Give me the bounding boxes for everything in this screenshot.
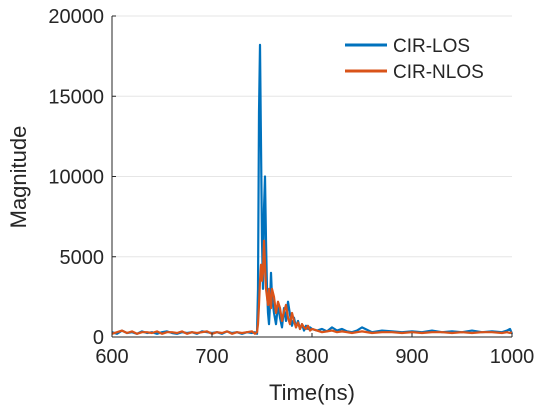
x-tick-label: 800 <box>295 346 328 368</box>
x-tick-label: 600 <box>95 346 128 368</box>
legend: CIR-LOS CIR-NLOS <box>345 36 484 83</box>
tick-layer: 0 5000 10000 15000 20000 600 700 800 900 1000 <box>48 6 534 368</box>
y-tick-label: 0 <box>93 327 104 349</box>
legend-label-cir-los: CIR-LOS <box>393 36 470 57</box>
x-tick-label: 1000 <box>490 346 535 368</box>
x-axis-label: Time(ns) <box>269 380 355 405</box>
x-tick-label: 900 <box>395 346 428 368</box>
series-line-cir-nlos <box>111 239 513 335</box>
grid-layer <box>112 15 512 258</box>
y-tick-label: 10000 <box>48 167 104 189</box>
y-tick-label: 15000 <box>48 86 104 108</box>
y-axis-label: Magnitude <box>6 126 31 229</box>
legend-label-cir-nlos: CIR-NLOS <box>393 62 484 83</box>
x-tick-label: 700 <box>195 346 228 368</box>
series-layer <box>111 43 514 335</box>
y-tick-label: 5000 <box>60 247 105 269</box>
y-tick-label: 20000 <box>48 6 104 28</box>
